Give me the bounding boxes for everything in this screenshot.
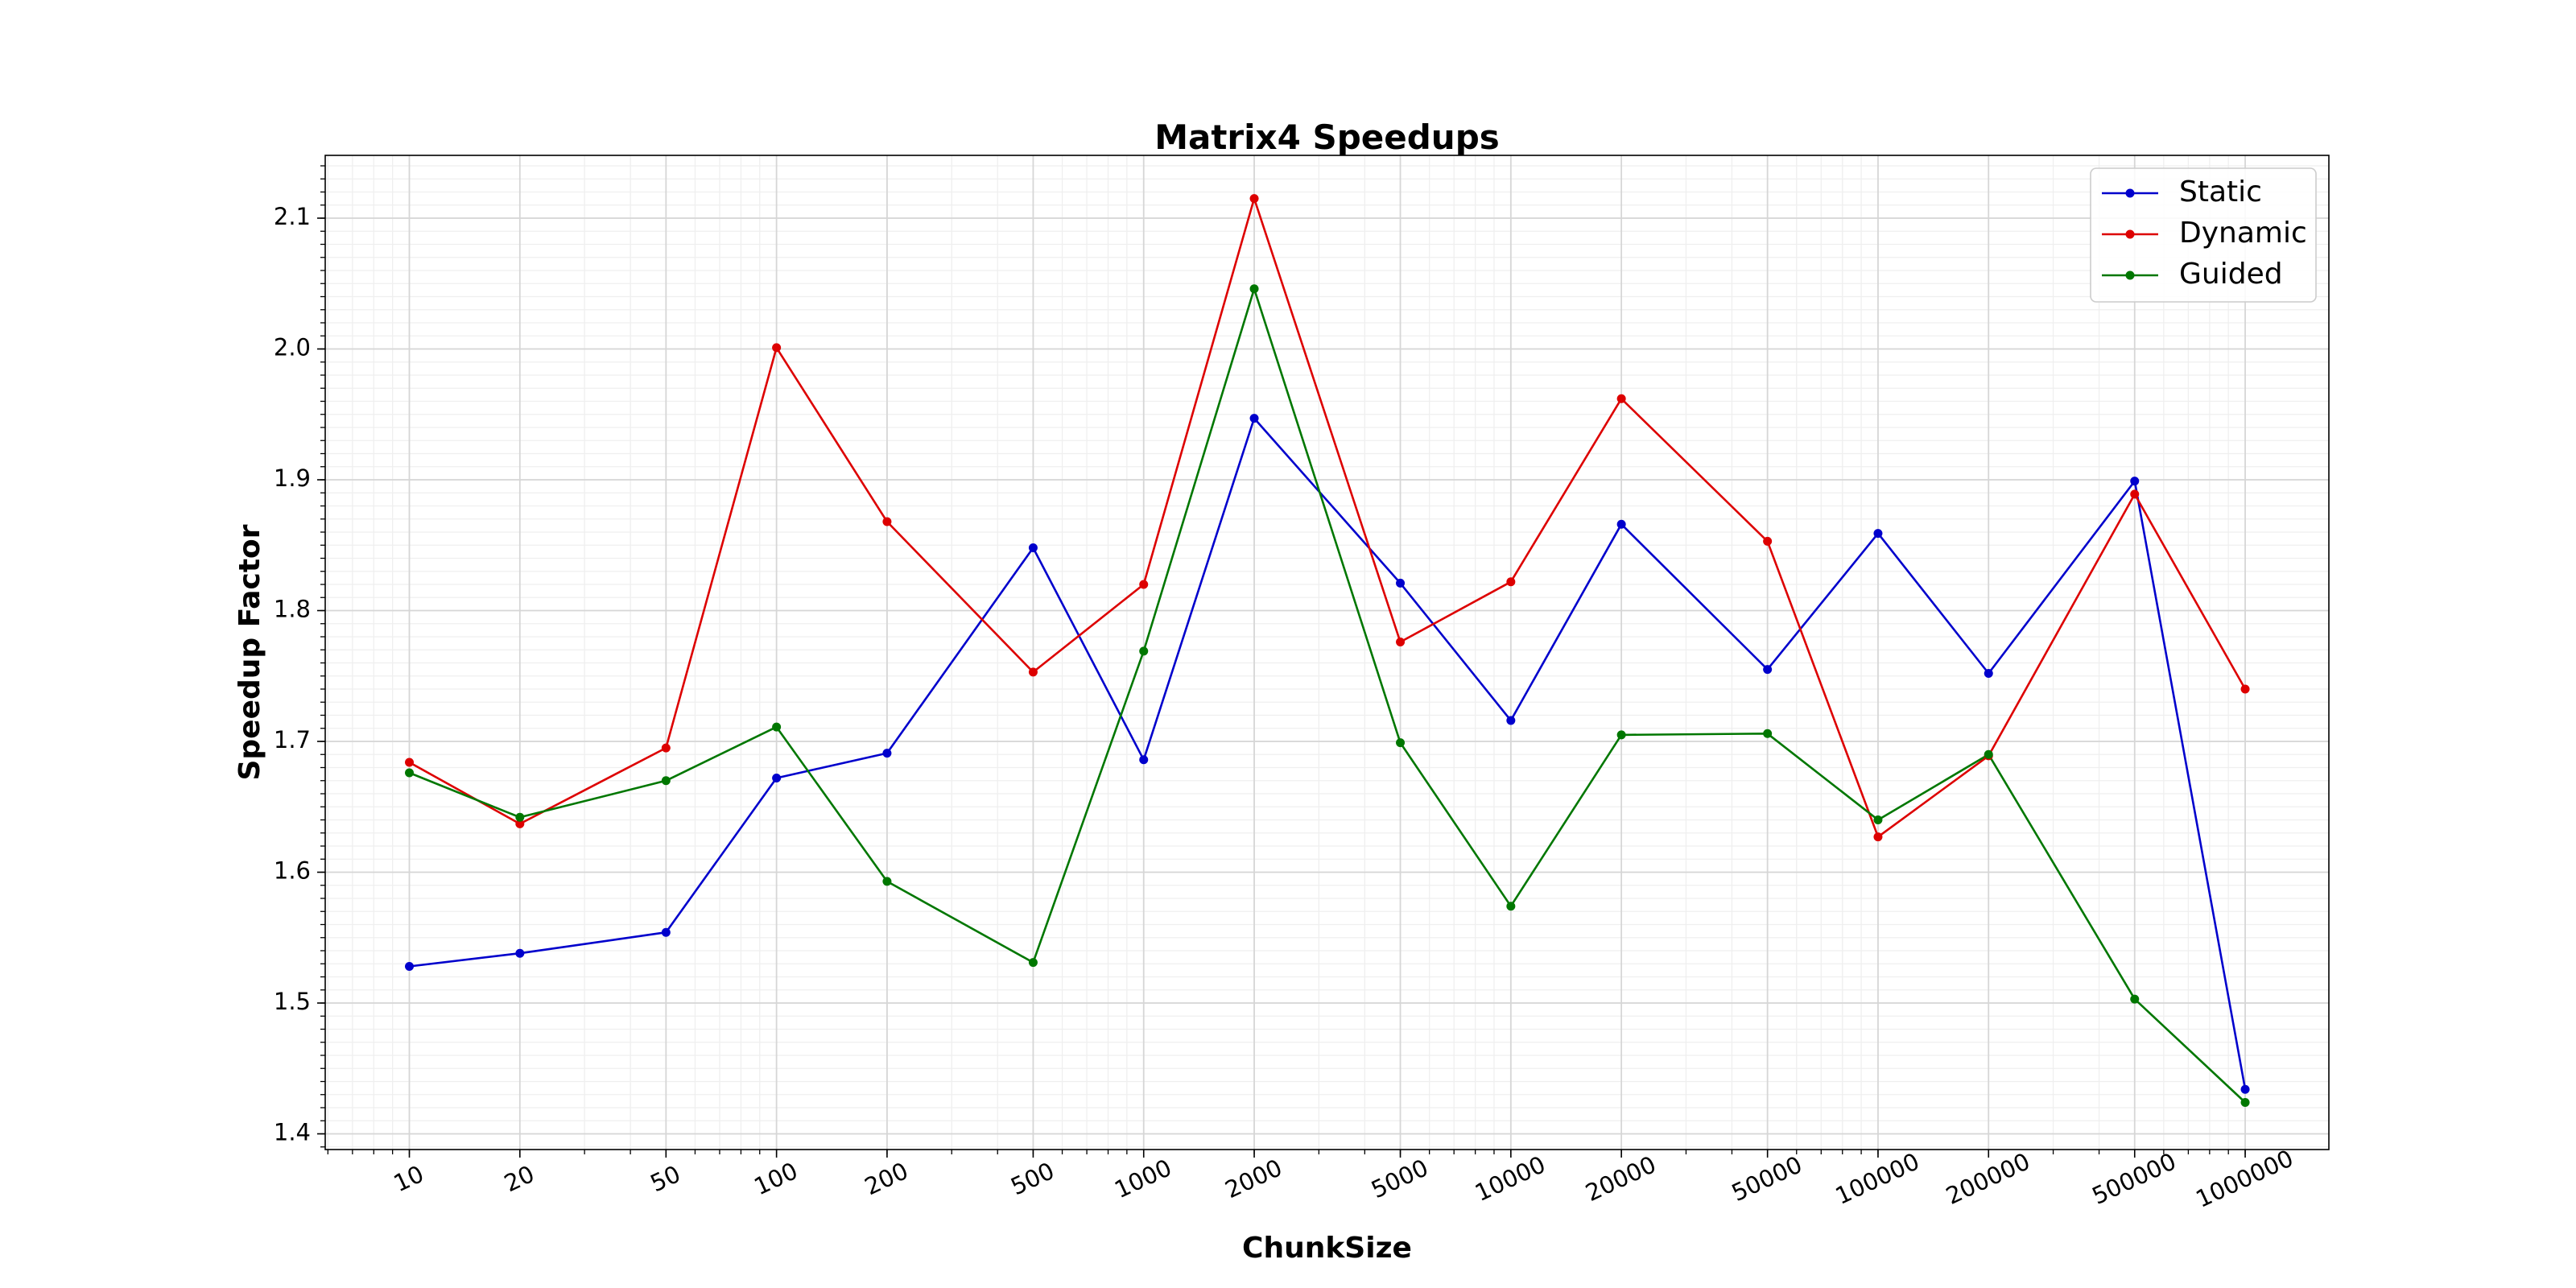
y-tick-label: 1.7 <box>274 726 311 753</box>
legend-label-dynamic: Dynamic <box>2179 217 2307 250</box>
legend-marker-static <box>2125 188 2135 198</box>
data-point-static <box>1249 414 1259 423</box>
data-point-static <box>2240 1084 2250 1094</box>
data-point-dynamic <box>661 743 671 753</box>
series-line-guided <box>409 287 2246 1104</box>
data-point-dynamic <box>1763 536 1773 546</box>
data-point-guided <box>882 877 892 886</box>
legend-box <box>2090 167 2317 303</box>
data-point-dynamic <box>1396 638 1406 646</box>
chart-title: Matrix4 Speedups <box>1154 118 1500 157</box>
data-point-guided <box>2130 994 2140 1004</box>
data-point-guided <box>1984 749 1993 759</box>
data-point-guided <box>772 722 782 732</box>
legend: Static Dynamic Guided <box>2090 167 2317 303</box>
x-axis-label: ChunkSize <box>1242 1232 1412 1265</box>
y-tick-label: 1.8 <box>274 596 311 623</box>
legend-label-static: Static <box>2179 175 2262 208</box>
data-point-guided <box>515 812 525 822</box>
legend-marker-guided <box>2125 270 2135 280</box>
data-point-guided <box>1873 815 1883 824</box>
y-axis-label: Speedup Factor <box>233 524 266 780</box>
data-point-static <box>1506 716 1516 725</box>
data-point-guided <box>1616 730 1626 740</box>
data-point-static <box>2130 477 2140 486</box>
data-point-guided <box>1763 729 1773 738</box>
data-point-guided <box>1396 738 1406 748</box>
data-point-dynamic <box>1873 832 1883 842</box>
data-point-guided <box>1028 958 1038 968</box>
data-point-guided <box>1139 646 1149 656</box>
data-point-dynamic <box>515 819 525 828</box>
data-point-guided <box>2240 1098 2250 1107</box>
data-point-guided <box>405 768 415 778</box>
data-point-static <box>1984 669 1993 678</box>
data-point-dynamic <box>2130 489 2140 499</box>
data-point-static <box>1028 543 1038 552</box>
y-tick-label: 1.5 <box>274 988 311 1015</box>
data-point-static <box>1763 665 1773 675</box>
y-tick-label: 2.0 <box>274 334 311 361</box>
data-point-guided <box>1506 902 1516 911</box>
data-point-dynamic <box>882 517 892 526</box>
data-point-guided <box>661 776 671 786</box>
data-point-dynamic <box>405 758 415 767</box>
data-point-dynamic <box>1506 577 1516 587</box>
data-point-static <box>1616 519 1626 529</box>
y-tick-label: 1.9 <box>274 464 311 492</box>
data-point-dynamic <box>1139 580 1149 589</box>
plot-area <box>325 155 2329 1150</box>
data-point-static <box>772 774 782 782</box>
data-point-dynamic <box>2240 684 2250 694</box>
series-line-dynamic <box>408 197 2247 838</box>
data-point-static <box>515 948 525 958</box>
data-point-guided <box>1249 284 1259 294</box>
data-point-static <box>1396 578 1406 588</box>
data-point-dynamic <box>1249 194 1259 204</box>
data-point-static <box>405 962 415 971</box>
y-tick-label: 1.6 <box>274 857 311 885</box>
data-point-dynamic <box>1616 394 1626 403</box>
series-line-static <box>409 417 2247 1090</box>
y-tick-label: 2.1 <box>274 203 311 230</box>
data-point-static <box>1873 529 1883 539</box>
y-tick-label: 1.4 <box>274 1119 311 1146</box>
legend-label-guided: Guided <box>2179 258 2283 291</box>
data-point-static <box>661 927 671 937</box>
plot-frame <box>324 155 2330 1150</box>
data-point-static <box>1139 755 1149 765</box>
data-point-dynamic <box>772 343 782 353</box>
data-point-dynamic <box>1028 667 1038 677</box>
legend-marker-dynamic <box>2125 229 2135 239</box>
data-point-static <box>882 749 892 758</box>
